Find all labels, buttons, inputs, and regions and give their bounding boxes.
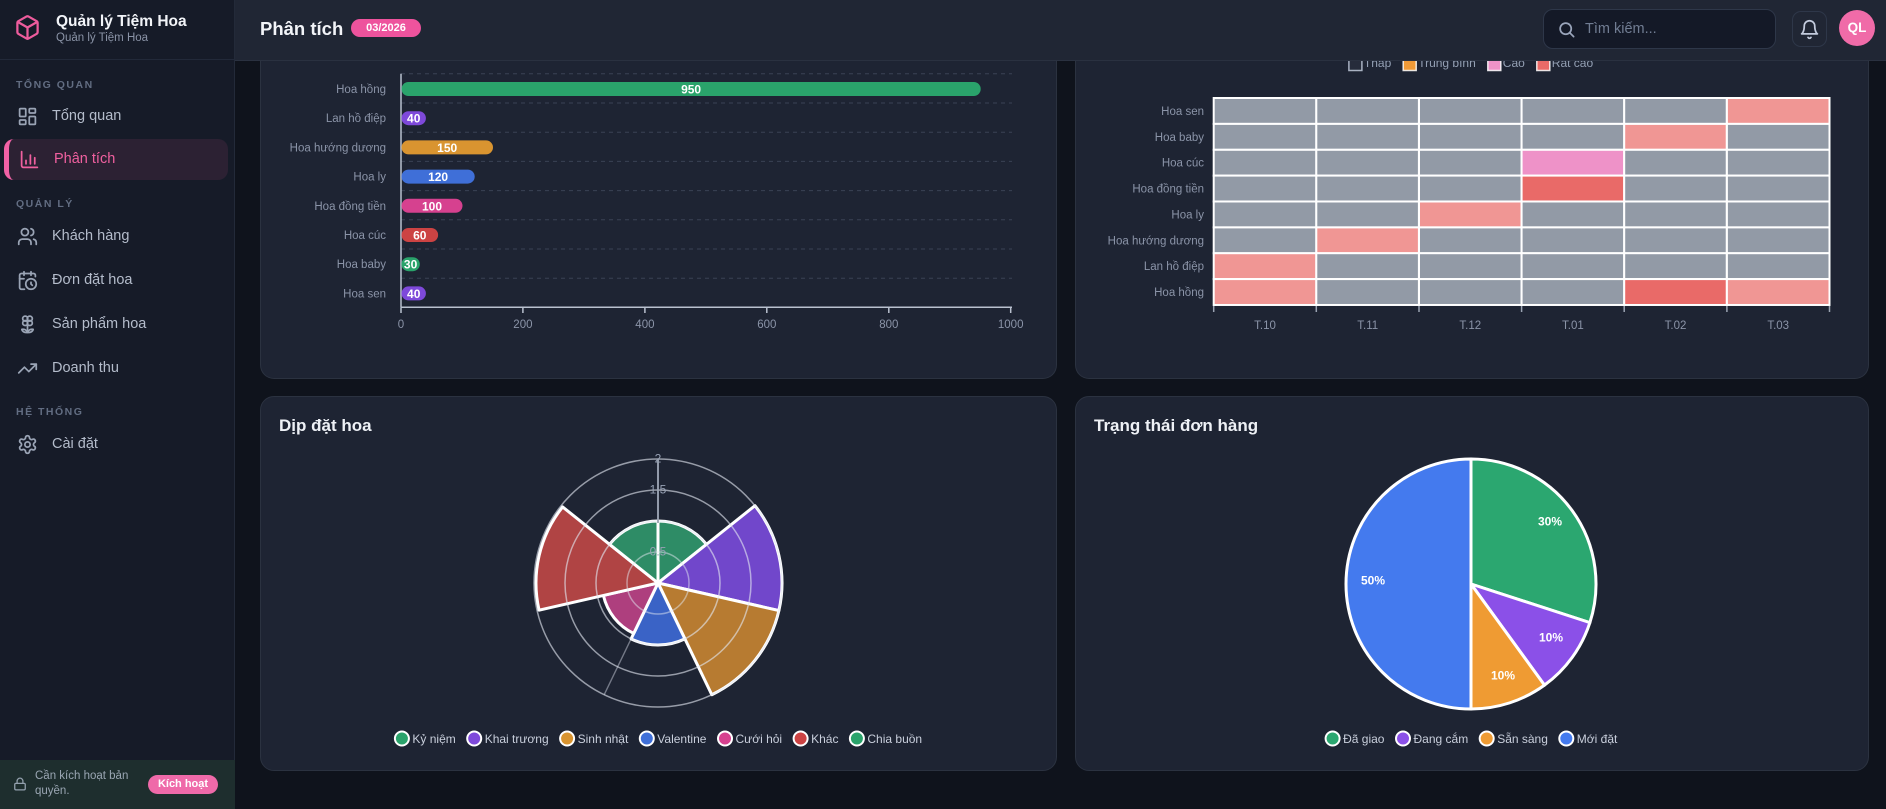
svg-text:Hoa sen: Hoa sen	[343, 288, 386, 300]
svg-text:Lan hồ điệp: Lan hồ điệp	[1144, 261, 1204, 273]
svg-text:30%: 30%	[1538, 515, 1562, 529]
svg-text:T.02: T.02	[1665, 320, 1687, 332]
svg-text:Cưới hỏi: Cưới hỏi	[736, 732, 783, 746]
svg-text:Hoa cúc: Hoa cúc	[1162, 158, 1204, 170]
svg-text:950: 950	[681, 83, 701, 97]
svg-text:Hoa baby: Hoa baby	[337, 259, 386, 271]
svg-text:40: 40	[407, 112, 421, 126]
svg-text:Hoa hướng dương: Hoa hướng dương	[1108, 235, 1204, 247]
svg-text:Đã giao: Đã giao	[1343, 732, 1385, 746]
svg-text:T.03: T.03	[1767, 320, 1789, 332]
svg-text:1000: 1000	[998, 319, 1024, 331]
svg-text:T.11: T.11	[1357, 320, 1378, 332]
svg-text:100: 100	[422, 199, 442, 213]
svg-text:30: 30	[404, 258, 418, 272]
svg-text:60: 60	[413, 229, 427, 243]
svg-text:Kỷ niệm: Kỷ niệm	[412, 732, 455, 746]
svg-text:Hoa sen: Hoa sen	[1161, 106, 1204, 118]
svg-text:2: 2	[655, 452, 662, 466]
svg-text:T.12: T.12	[1459, 320, 1481, 332]
svg-text:120: 120	[428, 170, 448, 184]
svg-text:600: 600	[757, 319, 776, 331]
svg-text:Khai trương: Khai trương	[485, 732, 549, 746]
svg-text:Sẵn sàng: Sẵn sàng	[1497, 731, 1548, 746]
svg-text:Hoa hướng dương: Hoa hướng dương	[290, 142, 386, 154]
svg-text:T.01: T.01	[1562, 320, 1584, 332]
svg-text:0.5: 0.5	[650, 545, 667, 559]
svg-text:Hoa ly: Hoa ly	[1171, 209, 1204, 221]
svg-text:Đang cắm: Đang cắm	[1414, 731, 1469, 746]
svg-text:Hoa đồng tiền: Hoa đồng tiền	[1132, 184, 1204, 196]
svg-text:Hoa ly: Hoa ly	[353, 172, 386, 184]
svg-text:40: 40	[407, 287, 421, 301]
svg-text:Hoa cúc: Hoa cúc	[344, 230, 386, 242]
svg-text:150: 150	[437, 141, 457, 155]
svg-text:1.5: 1.5	[650, 483, 667, 497]
svg-text:Lan hồ điệp: Lan hồ điệp	[326, 113, 386, 125]
svg-text:400: 400	[635, 319, 654, 331]
svg-text:Mới đặt: Mới đặt	[1577, 732, 1618, 746]
svg-text:Valentine: Valentine	[657, 732, 706, 746]
svg-text:10%: 10%	[1539, 631, 1563, 645]
svg-text:Khác: Khác	[811, 732, 838, 746]
svg-text:10%: 10%	[1491, 669, 1515, 683]
svg-text:Hoa hồng: Hoa hồng	[336, 84, 386, 96]
svg-text:T.10: T.10	[1254, 320, 1276, 332]
svg-text:0: 0	[398, 319, 404, 331]
svg-text:Hoa đồng tiền: Hoa đồng tiền	[314, 201, 386, 213]
svg-text:800: 800	[879, 319, 898, 331]
svg-text:Chia buồn: Chia buồn	[867, 732, 922, 746]
svg-text:50%: 50%	[1361, 574, 1385, 588]
svg-text:Sinh nhật: Sinh nhật	[578, 732, 629, 746]
svg-text:Hoa hồng: Hoa hồng	[1154, 287, 1204, 299]
svg-text:Hoa baby: Hoa baby	[1155, 132, 1204, 144]
svg-text:200: 200	[513, 319, 532, 331]
